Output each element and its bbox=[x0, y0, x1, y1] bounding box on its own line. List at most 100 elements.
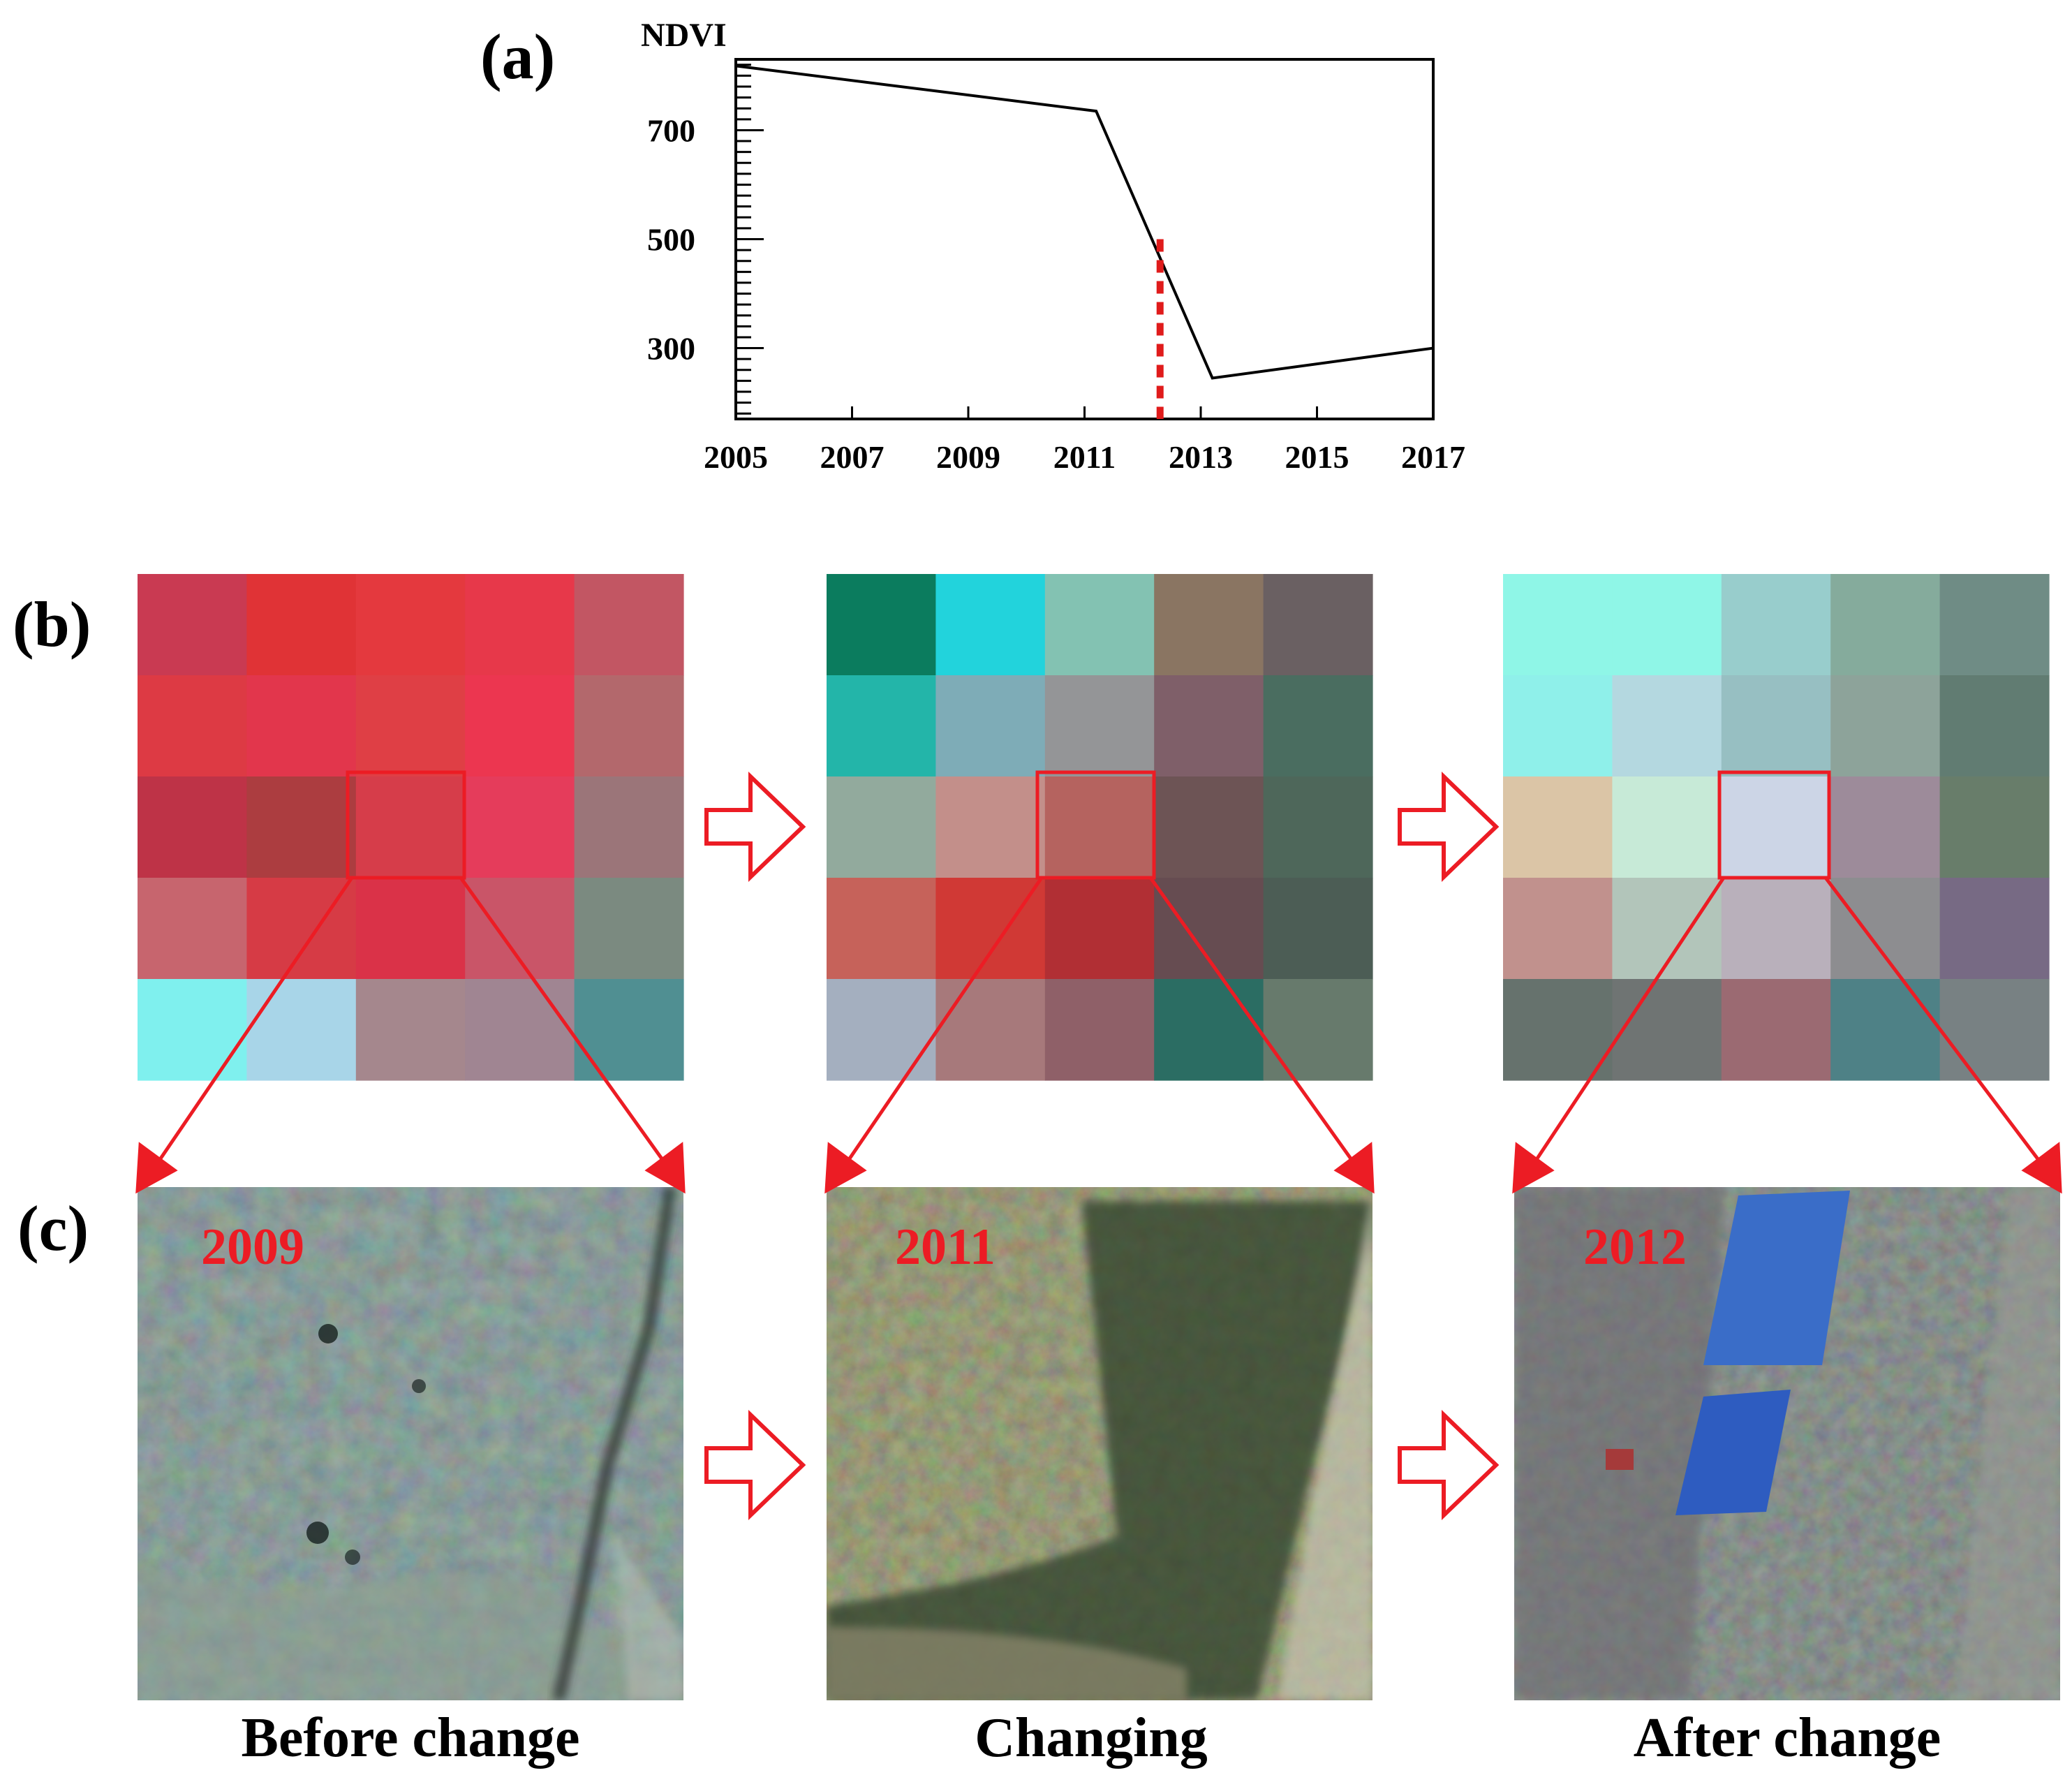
pixel-cell bbox=[1939, 574, 2050, 676]
pixel-cell bbox=[1154, 979, 1264, 1081]
pixel-cell bbox=[1263, 776, 1373, 878]
pixel-cell bbox=[1939, 675, 2050, 777]
pixel-cell bbox=[138, 574, 247, 676]
pixel-cell bbox=[1044, 979, 1155, 1081]
pixel-cell bbox=[935, 675, 1046, 777]
caption-before: Before change bbox=[241, 1707, 579, 1769]
x-tick-label: 2013 bbox=[1169, 439, 1233, 475]
pixel-cell bbox=[574, 776, 684, 878]
x-tick-label: 2009 bbox=[936, 439, 1000, 475]
pixel-cell bbox=[574, 878, 684, 980]
pixel-cell bbox=[935, 574, 1046, 676]
flow-arrow-c2 bbox=[1398, 1409, 1500, 1521]
pixel-cell bbox=[827, 574, 936, 676]
pixel-cell bbox=[827, 878, 936, 980]
pixel-cell bbox=[1044, 878, 1155, 980]
pixel-cell bbox=[1044, 574, 1155, 676]
highlight-box-after bbox=[1717, 770, 1831, 880]
pixel-cell bbox=[1503, 776, 1613, 878]
pixel-cell bbox=[1263, 979, 1373, 1081]
photo-after bbox=[1514, 1187, 2060, 1700]
pixel-cell bbox=[1612, 776, 1722, 878]
pixel-cell bbox=[1263, 675, 1373, 777]
y-tick-label: 500 bbox=[647, 222, 695, 258]
pixel-cell bbox=[1612, 675, 1722, 777]
panel-label-b: (b) bbox=[13, 589, 91, 660]
pixel-cell bbox=[355, 675, 466, 777]
pixel-cell bbox=[1154, 574, 1264, 676]
pixel-cell bbox=[1503, 878, 1613, 980]
panel-label-a: (a) bbox=[480, 21, 555, 92]
pixel-cell bbox=[355, 979, 466, 1081]
pixel-cell bbox=[355, 574, 466, 676]
pixel-cell bbox=[246, 574, 357, 676]
pixel-cell bbox=[465, 776, 575, 878]
pixel-cell bbox=[1503, 675, 1613, 777]
pixel-cell bbox=[1939, 878, 2050, 980]
pixel-cell bbox=[465, 979, 575, 1081]
chart-ylabel: NDVI bbox=[641, 17, 727, 54]
x-tick-label: 2011 bbox=[1053, 439, 1116, 475]
pixel-cell bbox=[827, 979, 936, 1081]
pixel-cell bbox=[827, 675, 936, 777]
pixel-grid-before bbox=[138, 574, 684, 1081]
pixel-cell bbox=[1830, 675, 1941, 777]
photo-year-before: 2009 bbox=[201, 1219, 304, 1276]
pixel-cell bbox=[1263, 878, 1373, 980]
pixel-cell bbox=[1154, 675, 1264, 777]
caption-changing: Changing bbox=[975, 1707, 1207, 1769]
pixel-cell bbox=[1830, 979, 1941, 1081]
pixel-cell bbox=[1154, 776, 1264, 878]
pixel-grid-after bbox=[1503, 574, 2050, 1081]
ndvi-chart: NDVI 300 500 700 2005 2007 2009 2011 2013 2015 2… bbox=[641, 17, 1465, 475]
pixel-cell bbox=[138, 878, 247, 980]
flow-arrow-b1 bbox=[704, 771, 806, 883]
pixel-cell bbox=[1721, 979, 1831, 1081]
pixel-cell bbox=[1939, 979, 2050, 1081]
pixel-cell bbox=[1154, 878, 1264, 980]
panel-label-c: (c) bbox=[17, 1193, 89, 1264]
flow-arrow-b2 bbox=[1398, 771, 1500, 883]
y-tick-label: 700 bbox=[647, 112, 695, 148]
pixel-cell bbox=[574, 574, 684, 676]
pixel-cell bbox=[574, 675, 684, 777]
pixel-cell bbox=[465, 574, 575, 676]
pixel-cell bbox=[246, 878, 357, 980]
pixel-cell bbox=[1503, 574, 1613, 676]
pixel-cell bbox=[935, 979, 1046, 1081]
x-tick-label: 2007 bbox=[820, 439, 885, 475]
caption-after: After change bbox=[1634, 1707, 1941, 1769]
pixel-cell bbox=[1721, 675, 1831, 777]
pixel-grids bbox=[138, 574, 2050, 1081]
flow-arrow-c1 bbox=[704, 1409, 806, 1521]
pixel-cell bbox=[1503, 979, 1613, 1081]
zoom-arrows bbox=[135, 876, 2062, 1194]
pixel-cell bbox=[246, 675, 357, 777]
pixel-cell bbox=[246, 979, 357, 1081]
blue-roof-small bbox=[1675, 1390, 1791, 1515]
pixel-cell bbox=[1044, 776, 1155, 878]
pixel-cell bbox=[465, 675, 575, 777]
pixel-cell bbox=[574, 979, 684, 1081]
pixel-cell bbox=[1612, 574, 1722, 676]
pixel-cell bbox=[138, 776, 247, 878]
photo-before bbox=[138, 1187, 683, 1700]
pixel-cell bbox=[465, 878, 575, 980]
highlight-box-changing bbox=[1035, 770, 1156, 880]
pixel-cell bbox=[1830, 878, 1941, 980]
pixel-cell bbox=[138, 675, 247, 777]
pixel-cell bbox=[1044, 675, 1155, 777]
highlight-box-before bbox=[346, 770, 466, 880]
pixel-cell bbox=[355, 776, 466, 878]
pixel-cell bbox=[1939, 776, 2050, 878]
pixel-cell bbox=[1612, 979, 1722, 1081]
pixel-cell bbox=[138, 979, 247, 1081]
photo-year-changing: 2011 bbox=[895, 1219, 996, 1276]
x-tick-label: 2017 bbox=[1401, 439, 1465, 475]
pixel-cell bbox=[1721, 574, 1831, 676]
pixel-cell bbox=[1721, 776, 1831, 878]
blue-roof-large bbox=[1703, 1191, 1850, 1365]
photo-changing bbox=[827, 1187, 1372, 1700]
pixel-cell bbox=[1263, 574, 1373, 676]
